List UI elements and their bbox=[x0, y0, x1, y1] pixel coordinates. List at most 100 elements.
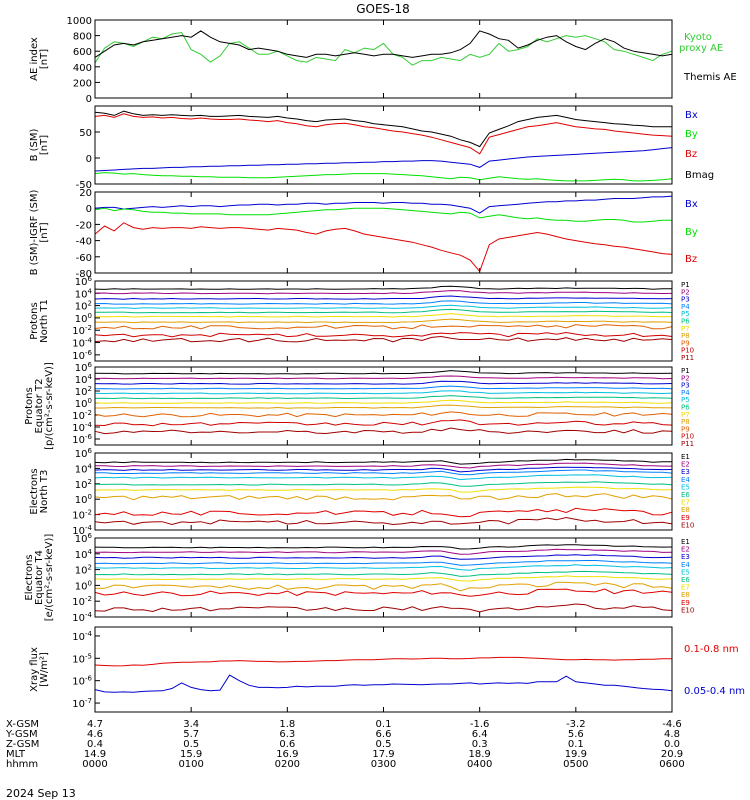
y-tick-label: 102 bbox=[75, 300, 92, 313]
y-tick-label: 10-6 bbox=[72, 349, 92, 362]
legend-channel: E4 bbox=[681, 561, 690, 569]
panel-frame bbox=[94, 191, 673, 274]
y-tick-label: 106 bbox=[75, 447, 93, 460]
panel-pequator: Protons Equator T2 [p/(cm²-s-sr-keV)] 10610… bbox=[24, 361, 673, 450]
y-tick-label: 10-4 bbox=[72, 524, 92, 537]
channel-line bbox=[94, 295, 673, 300]
channel-line bbox=[94, 285, 672, 290]
series-line-bx bbox=[94, 195, 673, 214]
orbit-value: 6.3 bbox=[279, 729, 295, 740]
channel-line bbox=[94, 575, 673, 582]
legend-channel: E9 bbox=[681, 599, 690, 607]
y-tick-label: 10-2 bbox=[72, 324, 92, 337]
channel-line bbox=[94, 507, 673, 518]
y-tick-label: 20 bbox=[79, 188, 92, 199]
y-tick-label: 104 bbox=[75, 462, 93, 475]
y-tick-label: -80 bbox=[76, 269, 92, 280]
series-line-by bbox=[94, 207, 672, 223]
legend-channel: P3 bbox=[681, 296, 690, 304]
channel-line bbox=[94, 462, 672, 469]
legend-channel: P1 bbox=[681, 281, 690, 289]
orbit-value: -3.2 bbox=[566, 719, 586, 730]
channel-line bbox=[94, 570, 673, 577]
y-tick-label: 102 bbox=[75, 385, 92, 398]
legend-channel: P2 bbox=[681, 288, 690, 296]
legend-channel: P9 bbox=[681, 339, 690, 347]
legend-channel: P1 bbox=[681, 367, 690, 375]
orbit-value: 0400 bbox=[467, 759, 492, 770]
orbit-value: 0.0 bbox=[664, 739, 680, 750]
channel-line bbox=[94, 419, 673, 427]
legend-channel: E3 bbox=[681, 553, 690, 561]
series-line-0-05-0-4-nm bbox=[94, 674, 673, 693]
y-axis-label: [e/(cm²-s-sr-keV)] bbox=[44, 534, 55, 622]
panel-frame bbox=[94, 19, 673, 99]
orbit-value: 0.4 bbox=[87, 739, 103, 750]
channel-line bbox=[95, 481, 673, 487]
panel-enorth: Electrons North T3 106 104 102 100 10-2 10-4 bbox=[29, 447, 673, 537]
legend-bz-igrf: Bz bbox=[685, 254, 697, 265]
legend-kyoto: proxy AE bbox=[679, 43, 723, 54]
y-axis-label: [nT] bbox=[39, 49, 50, 69]
orbit-value: 19.9 bbox=[565, 749, 587, 760]
orbit-value: 0200 bbox=[275, 759, 300, 770]
y-tick-label: 102 bbox=[75, 564, 92, 577]
orbit-value: 0100 bbox=[178, 759, 203, 770]
legend-channel: P4 bbox=[681, 389, 690, 397]
orbit-value: 20.9 bbox=[661, 749, 683, 760]
orbit-row-label: hhmm bbox=[6, 759, 38, 770]
legend-bx: Bx bbox=[685, 110, 698, 121]
panel-eequator: Electrons Equator T4 [e/(cm²-s-sr-keV)] 106… bbox=[24, 532, 673, 624]
channel-line bbox=[94, 390, 673, 395]
channel-line bbox=[94, 544, 673, 550]
panel-xray: Xray flux [W/m²] 10-4 10-5 10-6 10-7 bbox=[29, 626, 673, 713]
channel-line bbox=[94, 375, 673, 380]
channel-line bbox=[94, 304, 673, 309]
legend-xray-long: 0.1-0.8 nm bbox=[684, 644, 739, 655]
y-tick-label: -60 bbox=[76, 253, 92, 264]
legend-channel: P10 bbox=[681, 347, 694, 355]
y-axis-label: North T1 bbox=[39, 299, 50, 343]
legend-bmag: Bmag bbox=[685, 170, 714, 181]
legend-channel: E7 bbox=[681, 499, 690, 507]
orbit-value: 0.3 bbox=[472, 739, 488, 750]
legend-channel: E1 bbox=[681, 453, 690, 461]
orbit-value: 5.7 bbox=[183, 729, 199, 740]
y-axis-label: [nT] bbox=[39, 222, 50, 242]
orbit-value: 0.5 bbox=[376, 739, 392, 750]
orbit-value: 0.5 bbox=[183, 739, 199, 750]
y-axis-label: North T3 bbox=[39, 470, 50, 514]
legend-channel: E5 bbox=[681, 568, 690, 576]
channel-line bbox=[95, 404, 673, 409]
y-tick-label: 100 bbox=[75, 493, 92, 506]
orbit-value: 6.4 bbox=[472, 729, 488, 740]
legend-channel: E9 bbox=[681, 514, 690, 522]
y-axis-label: Electrons bbox=[24, 554, 35, 600]
legend-bz: Bz bbox=[685, 149, 697, 160]
orbit-value: 1.8 bbox=[279, 719, 295, 730]
orbit-value: -1.6 bbox=[470, 719, 490, 730]
legend-channel: P8 bbox=[681, 332, 690, 340]
orbit-value: 4.6 bbox=[87, 729, 103, 740]
y-tick-label: 100 bbox=[75, 579, 92, 592]
y-axis-label: Protons bbox=[24, 387, 35, 424]
y-tick-label: 1000 bbox=[67, 16, 92, 27]
channel-line bbox=[94, 335, 673, 343]
panel-bigrf: B (SM)-IGRF (SM) [nT] -80 -60 -40 -20 0 20 bbox=[29, 188, 673, 280]
legend-channel: E6 bbox=[681, 576, 690, 584]
panel-frame bbox=[94, 626, 673, 713]
channel-line bbox=[94, 548, 673, 555]
y-tick-label: 0 bbox=[86, 94, 92, 105]
channel-line bbox=[94, 493, 673, 501]
channel-line bbox=[94, 581, 673, 592]
y-tick-label: 800 bbox=[73, 32, 92, 43]
channel-line bbox=[94, 313, 673, 318]
orbit-value: 0500 bbox=[563, 759, 588, 770]
legend-channel: E10 bbox=[681, 521, 694, 529]
y-tick-label: 10-5 bbox=[72, 652, 92, 665]
legend-themis: Themis AE bbox=[683, 72, 737, 83]
y-tick-label: 104 bbox=[75, 548, 93, 561]
orbit-value: 0.1 bbox=[568, 739, 584, 750]
